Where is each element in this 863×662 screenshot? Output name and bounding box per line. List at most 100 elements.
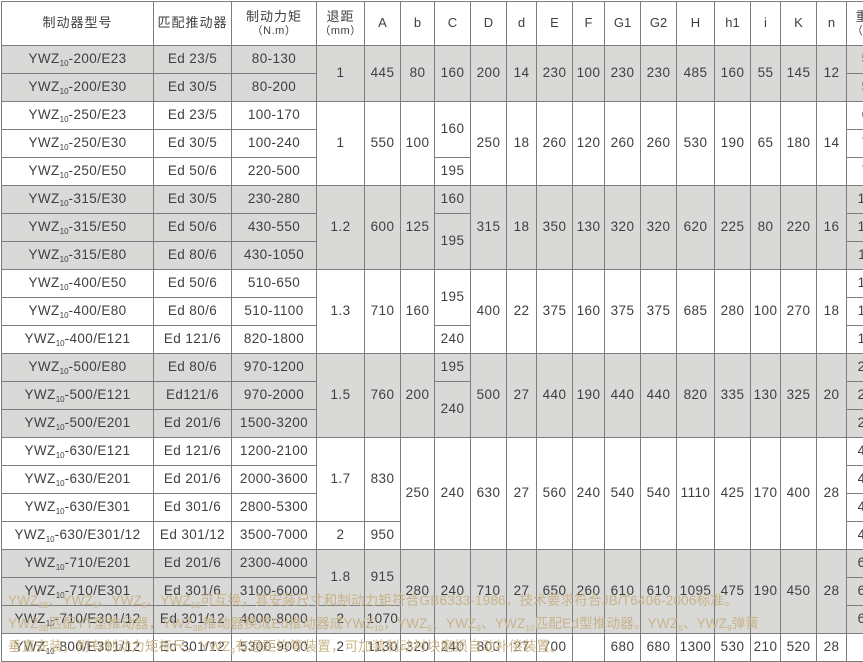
cell-G1: 320 [605, 186, 641, 270]
cell-h1: 425 [715, 438, 751, 550]
cell-weight: 108 [847, 214, 863, 242]
cell-d: 27 [507, 354, 537, 438]
header-K: K [781, 2, 817, 46]
cell-D: 315 [471, 186, 507, 270]
cell-retreat: 1.3 [317, 270, 365, 354]
cell-n: 12 [817, 46, 847, 102]
cell-F: 120 [573, 102, 605, 186]
cell-model: YWZ10-500/E121 [2, 382, 154, 410]
cell-i: 130 [751, 354, 781, 438]
cell-b: 100 [401, 102, 435, 186]
cell-d: 14 [507, 46, 537, 102]
header-F: F [573, 2, 605, 46]
header-weight-unit: （kg） [847, 25, 863, 37]
cell-torque: 510-1100 [232, 298, 317, 326]
cell-C: 195 [435, 270, 471, 326]
cell-actuator: Ed 30/5 [154, 74, 232, 102]
cell-E: 375 [537, 270, 573, 354]
cell-model: YWZ10-500/E80 [2, 354, 154, 382]
cell-model: YWZ10-710/E201 [2, 550, 154, 578]
cell-C: 240 [435, 382, 471, 438]
cell-b: 160 [401, 270, 435, 354]
cell-torque: 100-170 [232, 102, 317, 130]
table-row: YWZ10-710/E201 Ed 201/6 2300-4000 1.8 91… [2, 550, 863, 578]
header-retreat: 退距（mm） [317, 2, 365, 46]
cell-model: YWZ10-200/E30 [2, 74, 154, 102]
table-row: YWZ10-630/E121 Ed 121/6 1200-2100 1.7 83… [2, 438, 863, 466]
cell-weight: 434 [847, 438, 863, 466]
cell-d: 18 [507, 186, 537, 270]
cell-H: 1110 [677, 438, 715, 550]
cell-b: 80 [401, 46, 435, 102]
cell-torque: 820-1800 [232, 326, 317, 354]
cell-weight: 213 [847, 410, 863, 438]
cell-b: 125 [401, 186, 435, 270]
cell-torque: 430-550 [232, 214, 317, 242]
cell-actuator: Ed 301/12 [154, 522, 232, 550]
cell-weight: 110 [847, 242, 863, 270]
table-body: YWZ10-200/E23 Ed 23/5 80-130 1 445 80 16… [2, 46, 863, 662]
cell-G1: 260 [605, 102, 641, 186]
cell-d: 22 [507, 270, 537, 354]
cell-retreat: 2 [317, 522, 365, 550]
header-model: 制动器型号 [2, 2, 154, 46]
header-A: A [365, 2, 401, 46]
cell-retreat: 1 [317, 102, 365, 186]
cell-i: 80 [751, 186, 781, 270]
cell-weight: 175 [847, 270, 863, 298]
cell-n: 18 [817, 270, 847, 354]
header-A-label: A [378, 15, 387, 30]
table-row: YWZ10-400/E50 Ed 50/6 510-650 1.3 710 16… [2, 270, 863, 298]
cell-F: 130 [573, 186, 605, 270]
cell-model: YWZ10-630/E301/12 [2, 522, 154, 550]
header-H-label: H [691, 15, 700, 30]
cell-actuator: Ed 30/5 [154, 186, 232, 214]
cell-G2: 440 [641, 354, 677, 438]
table-row: YWZ10-500/E80 Ed 80/6 970-1200 1.5 760 2… [2, 354, 863, 382]
table-row: YWZ10-315/E30 Ed 30/5 230-280 1.2 600 12… [2, 186, 863, 214]
cell-G1: 230 [605, 46, 641, 102]
cell-model: YWZ10-630/E121 [2, 438, 154, 466]
cell-model: YWZ10-315/E30 [2, 186, 154, 214]
cell-C: 195 [435, 214, 471, 270]
cell-torque: 2300-4000 [232, 550, 317, 578]
cell-C: 195 [435, 158, 471, 186]
cell-torque: 1200-2100 [232, 438, 317, 466]
cell-actuator: Ed 50/6 [154, 270, 232, 298]
cell-h1: 160 [715, 46, 751, 102]
cell-H: 685 [677, 270, 715, 354]
cell-A: 550 [365, 102, 401, 186]
header-h1-label: h1 [725, 15, 739, 30]
cell-model: YWZ10-250/E23 [2, 102, 154, 130]
cell-weight: 213 [847, 382, 863, 410]
cell-C: 160 [435, 186, 471, 214]
cell-A: 950 [365, 522, 401, 550]
cell-h1: 280 [715, 270, 751, 354]
cell-n: 28 [817, 438, 847, 550]
cell-torque: 510-650 [232, 270, 317, 298]
cell-weight: 69 [847, 102, 863, 130]
cell-E: 350 [537, 186, 573, 270]
header-retreat-label: 退距 [326, 9, 354, 24]
cell-torque: 3500-7000 [232, 522, 317, 550]
header-d-label: d [518, 15, 525, 30]
cell-A: 600 [365, 186, 401, 270]
header-G1: G1 [605, 2, 641, 46]
header-E: E [537, 2, 573, 46]
cell-i: 100 [751, 270, 781, 354]
cell-actuator: Ed 80/6 [154, 354, 232, 382]
cell-torque: 2800-5300 [232, 494, 317, 522]
cell-G1: 540 [605, 438, 641, 550]
cell-G2: 320 [641, 186, 677, 270]
cell-model: YWZ10-630/E201 [2, 466, 154, 494]
cell-actuator: Ed 23/5 [154, 46, 232, 74]
cell-H: 530 [677, 102, 715, 186]
cell-actuator: Ed 50/6 [154, 214, 232, 242]
header-G2-label: G2 [650, 15, 667, 30]
cell-model: YWZ10-400/E50 [2, 270, 154, 298]
cell-F: 160 [573, 270, 605, 354]
header-C: C [435, 2, 471, 46]
cell-actuator: Ed 301/6 [154, 494, 232, 522]
